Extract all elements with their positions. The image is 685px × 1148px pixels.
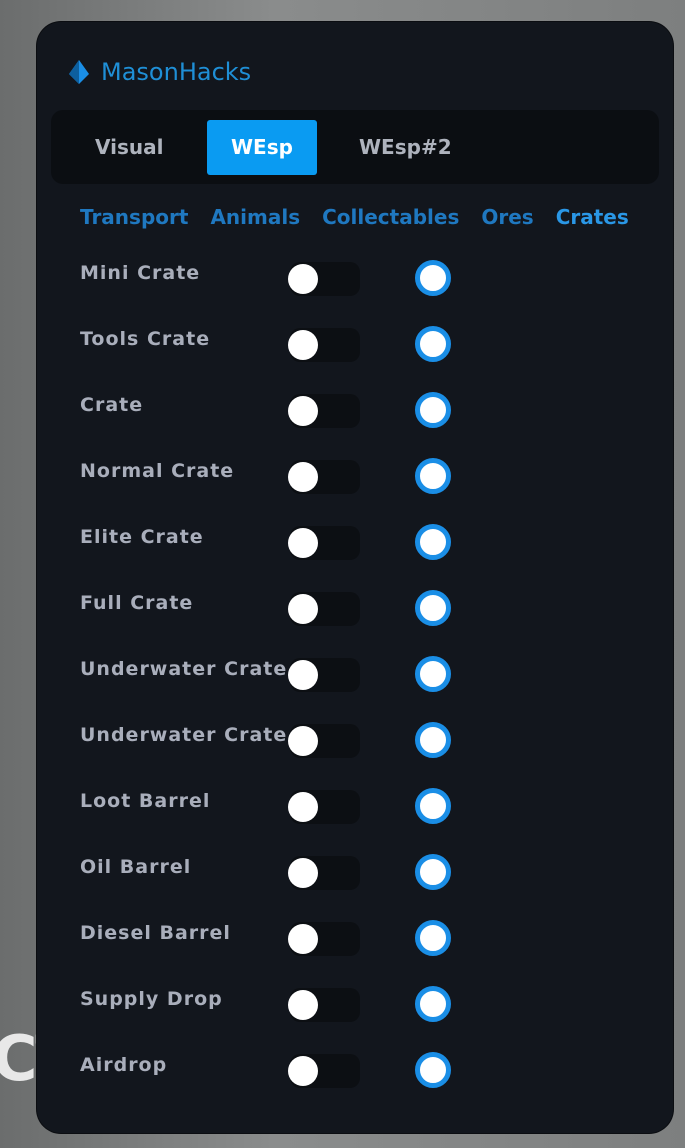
color-picker[interactable] <box>415 524 451 560</box>
color-picker[interactable] <box>415 722 451 758</box>
list-item: Oil Barrel <box>37 854 673 896</box>
list-item: Crate <box>37 392 673 434</box>
subtab-transport[interactable]: Transport <box>80 205 189 229</box>
list-item: Underwater Crate <box>37 722 673 764</box>
list-item: Normal Crate <box>37 458 673 500</box>
color-picker[interactable] <box>415 392 451 428</box>
list-item: Underwater Crate <box>37 656 673 698</box>
subtab-collectables[interactable]: Collectables <box>322 205 460 229</box>
list-item: Mini Crate <box>37 260 673 302</box>
list-item: Tools Crate <box>37 326 673 368</box>
item-label: Loot Barrel <box>80 790 211 812</box>
item-label: Tools Crate <box>80 328 211 350</box>
color-picker[interactable] <box>415 1052 451 1088</box>
subtab-animals[interactable]: Animals <box>210 205 301 229</box>
list-item: Diesel Barrel <box>37 920 673 962</box>
subtab-ores[interactable]: Ores <box>481 205 534 229</box>
toggle-knob[interactable] <box>288 792 318 822</box>
toggle-knob[interactable] <box>288 924 318 954</box>
item-label: Supply Drop <box>80 988 223 1010</box>
tab-wesp2[interactable]: WEsp#2 <box>359 135 452 159</box>
toggle-knob[interactable] <box>288 594 318 624</box>
toggle-knob[interactable] <box>288 1056 318 1086</box>
color-picker[interactable] <box>415 854 451 890</box>
list-item: Airdrop <box>37 1052 673 1094</box>
color-picker[interactable] <box>415 920 451 956</box>
toggle-knob[interactable] <box>288 396 318 426</box>
toggle-knob[interactable] <box>288 330 318 360</box>
item-label: Underwater Crate <box>80 724 288 746</box>
color-picker[interactable] <box>415 326 451 362</box>
tab-visual[interactable]: Visual <box>95 135 164 159</box>
item-label: Airdrop <box>80 1054 168 1076</box>
app-title: MasonHacks <box>101 58 252 86</box>
toggle-knob[interactable] <box>288 264 318 294</box>
toggle-knob[interactable] <box>288 462 318 492</box>
tab-wesp[interactable]: WEsp <box>207 120 317 175</box>
main-tabs: Visual WEsp WEsp#2 <box>51 110 659 184</box>
item-label: Underwater Crate <box>80 658 288 680</box>
toggle-knob[interactable] <box>288 528 318 558</box>
subtab-crates[interactable]: Crates <box>555 205 629 229</box>
app-header: MasonHacks <box>65 58 251 86</box>
diamond-logo-icon <box>69 60 89 84</box>
list-item: Full Crate <box>37 590 673 632</box>
category-tabs: Transport Animals Collectables Ores Crat… <box>80 205 629 229</box>
toggle-knob[interactable] <box>288 990 318 1020</box>
color-picker[interactable] <box>415 788 451 824</box>
cheat-menu-panel: MasonHacks Visual WEsp WEsp#2 Transport … <box>37 22 673 1133</box>
item-label: Oil Barrel <box>80 856 192 878</box>
item-label: Mini Crate <box>80 262 201 284</box>
color-picker[interactable] <box>415 260 451 296</box>
toggle-knob[interactable] <box>288 858 318 888</box>
toggle-knob[interactable] <box>288 726 318 756</box>
item-label: Diesel Barrel <box>80 922 231 944</box>
item-label: Full Crate <box>80 592 194 614</box>
list-item: Elite Crate <box>37 524 673 566</box>
toggle-knob[interactable] <box>288 660 318 690</box>
item-label: Elite Crate <box>80 526 204 548</box>
item-label: Crate <box>80 394 144 416</box>
color-picker[interactable] <box>415 590 451 626</box>
color-picker[interactable] <box>415 458 451 494</box>
list-item: Supply Drop <box>37 986 673 1028</box>
item-label: Normal Crate <box>80 460 235 482</box>
list-item: Loot Barrel <box>37 788 673 830</box>
color-picker[interactable] <box>415 656 451 692</box>
color-picker[interactable] <box>415 986 451 1022</box>
